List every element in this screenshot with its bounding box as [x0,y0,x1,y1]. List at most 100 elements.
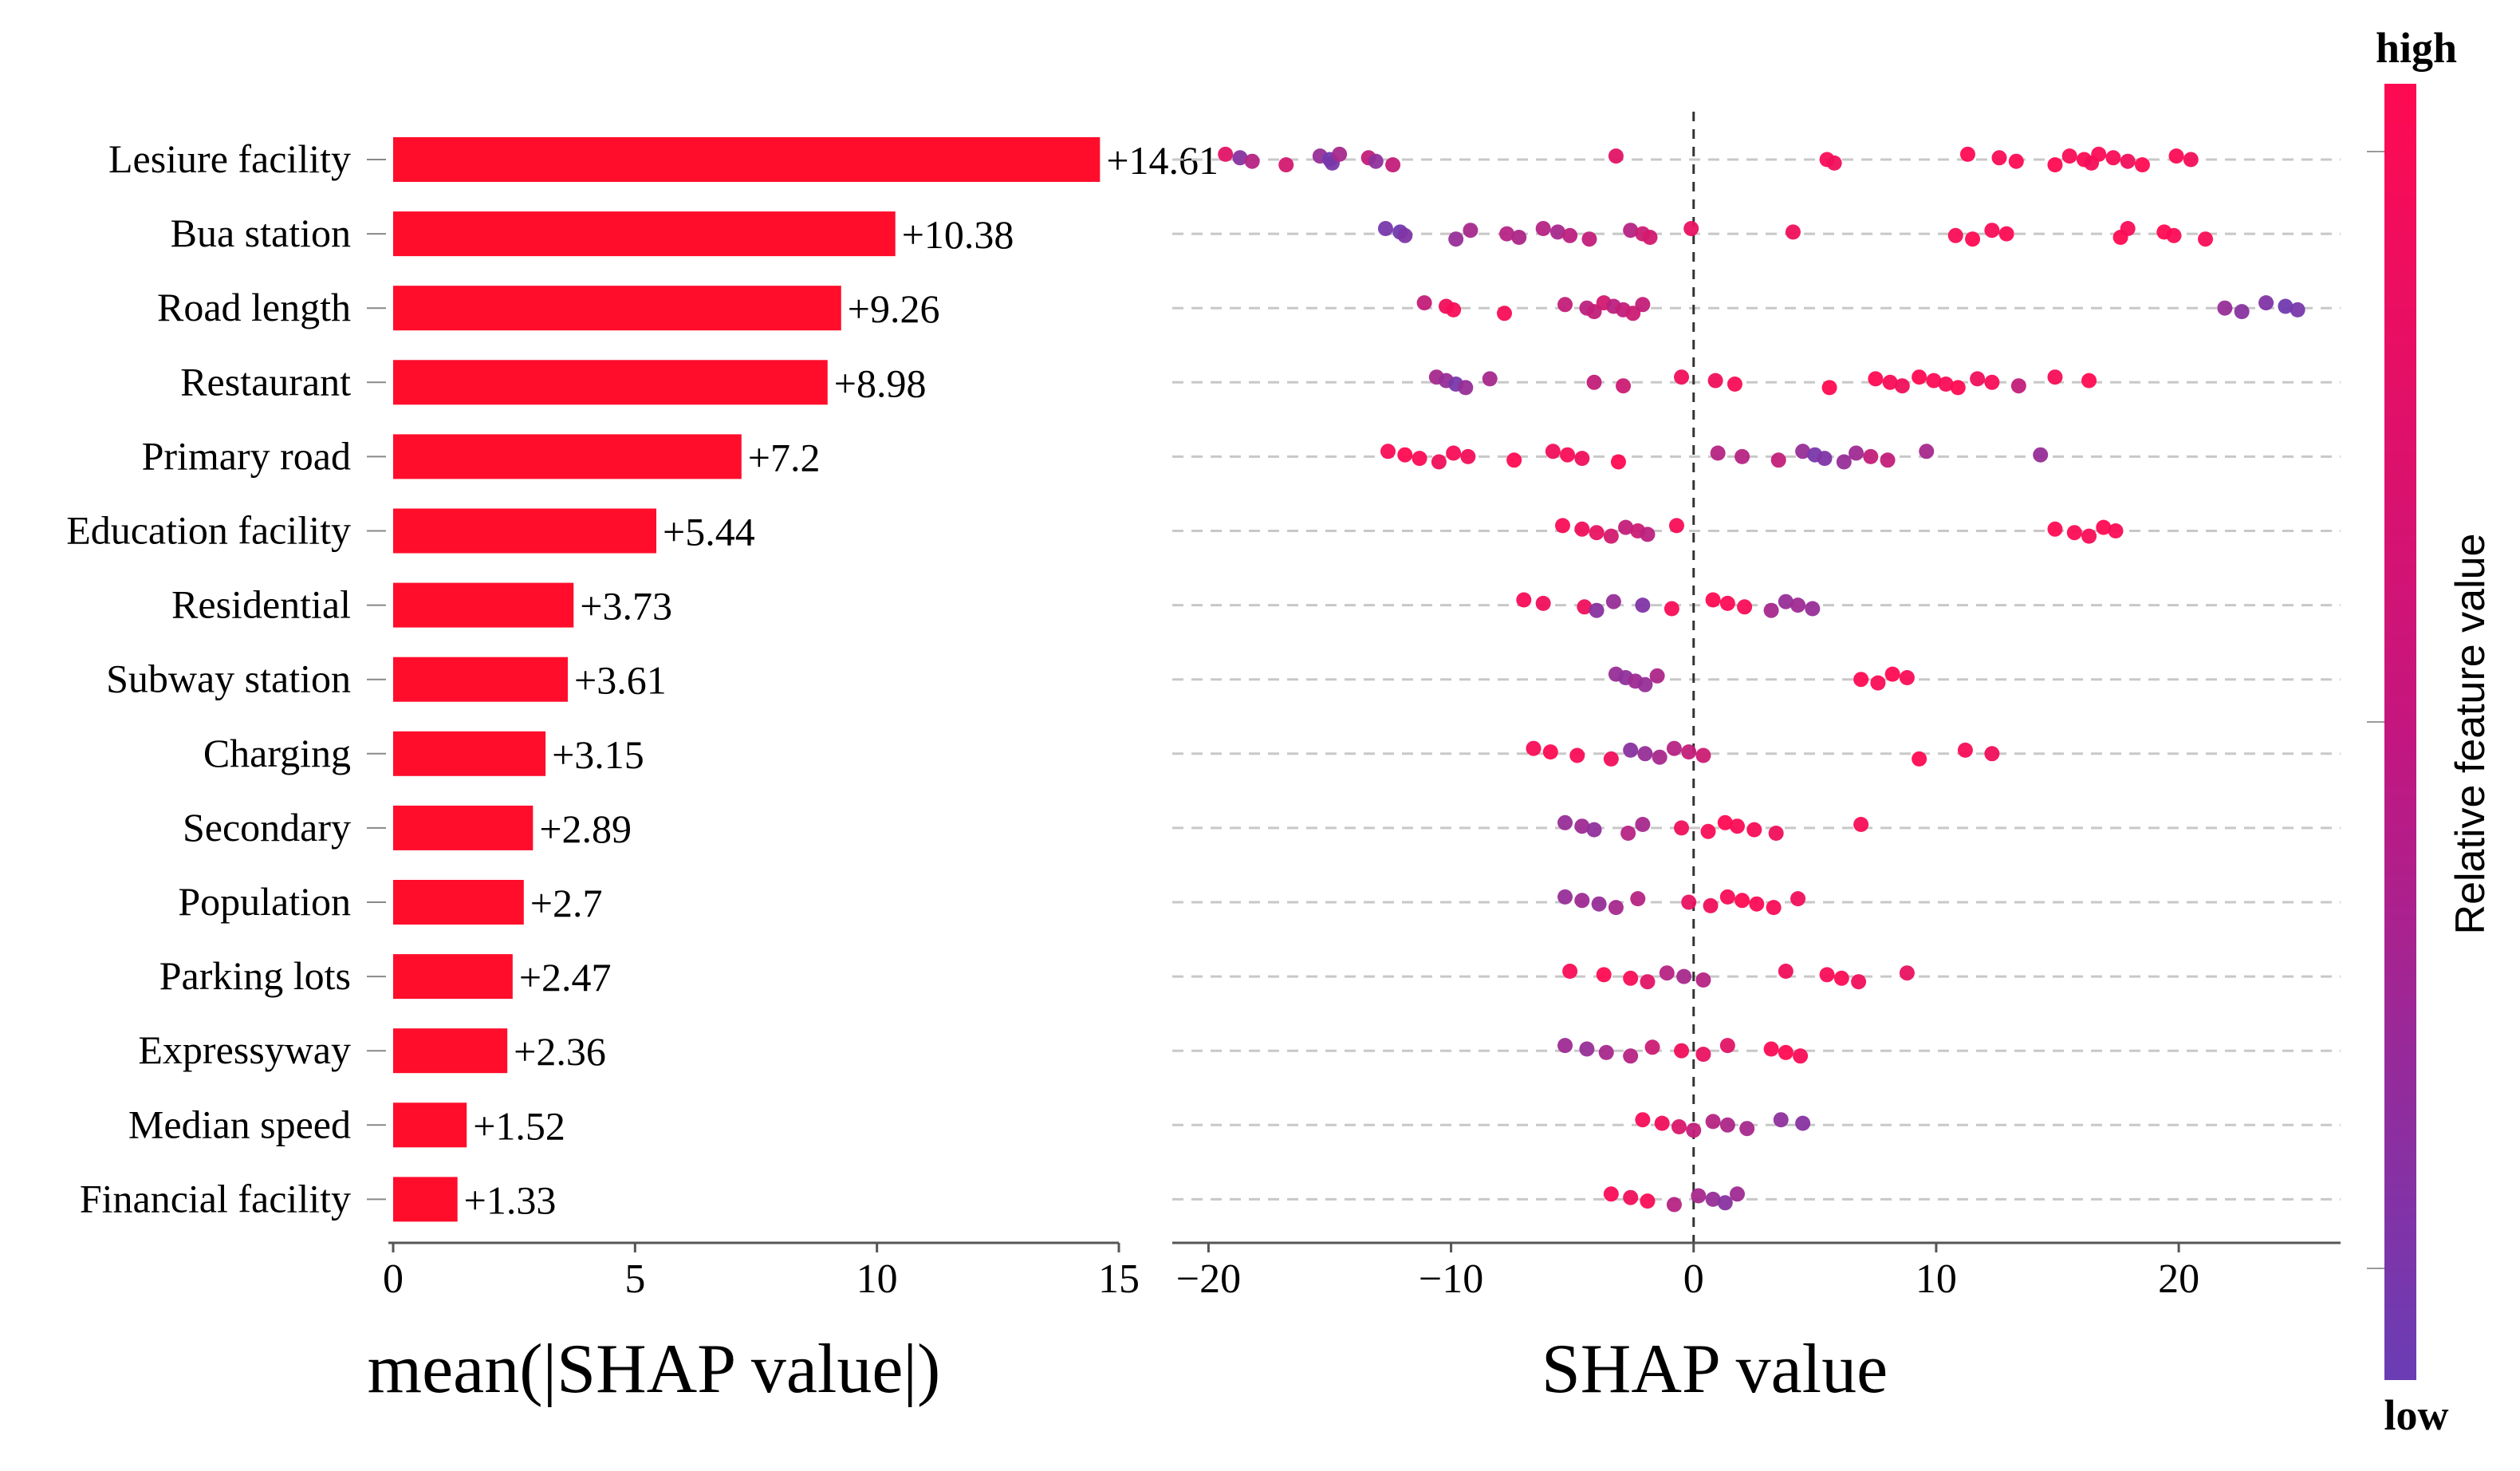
x-tick-label: 0 [1683,1256,1704,1302]
shap-point [1581,231,1597,247]
shap-point [1959,146,1975,162]
bar-value-label: +1.52 [473,1103,565,1148]
shap-point [1397,447,1413,463]
shap-point [1620,826,1636,841]
bar-value-label: +8.98 [834,361,927,405]
shap-point [1562,227,1578,243]
shap-point [1749,896,1765,912]
shap-point [2134,157,2150,173]
shap-point [1397,227,1413,243]
shap-point [1676,968,1692,984]
shap-point [1659,965,1675,981]
shap-point [1957,742,1973,758]
shap-point [1623,970,1639,986]
bar [393,137,1101,182]
bar [393,286,841,331]
feature-label: Lesiure facility [108,136,351,181]
shap-point [1579,1041,1595,1057]
shap-point [1683,221,1699,236]
x-tick-label: 5 [624,1256,645,1302]
shap-point [1562,964,1578,979]
x-axis-title: mean(|SHAP value|) [368,1331,941,1408]
shap-point [1965,231,1981,247]
shap-point [2217,300,2233,316]
feature-label: Population [178,879,351,924]
shap-point [1605,594,1621,609]
bar [393,954,513,1000]
shap-point [1640,1193,1656,1209]
shap-point [1482,371,1498,387]
shap-point [1608,900,1624,916]
bar [393,508,657,554]
bar-value-label: +2.89 [539,806,632,851]
shap-point [1763,602,1779,618]
feature-label: Road length [157,285,351,329]
shap-point [1616,378,1632,394]
shap-point [1589,525,1605,541]
shap-point [1618,519,1634,535]
feature-label: Median speed [128,1102,351,1146]
shap-point [1984,374,2000,390]
shap-point [1853,817,1869,832]
shap-point [1591,896,1607,912]
shap-point [1557,889,1573,905]
feature-label: Primary road [142,433,351,478]
shap-point [1574,521,1590,537]
shap-point [1681,744,1697,760]
shap-point [1770,452,1786,468]
shap-point [1984,223,2000,239]
shap-point [1416,295,1432,311]
shap-point [2198,231,2214,247]
colorbar-low-label: low [2384,1391,2449,1439]
shap-point [1557,1038,1573,1054]
shap-point [1577,599,1593,615]
shap-point [1674,369,1690,385]
shap-point [1695,747,1711,763]
shap-point [1727,377,1742,392]
shap-point [1497,306,1512,321]
shap-point [2108,523,2124,538]
shap-point [1730,818,1745,834]
shap-point [1666,1197,1682,1213]
shap-point [1506,452,1522,468]
shap-point [1691,1188,1707,1204]
shap-point [1630,891,1646,907]
shap-point [1278,157,1294,173]
shap-point [1446,302,1462,317]
colorbar-title: Relative feature value [2447,534,2494,935]
shap-point [1603,1186,1619,1202]
shap-point [1610,454,1626,470]
shap-point [1719,595,1735,611]
shap-point [1836,454,1852,470]
shap-point [1623,1048,1639,1064]
shap-point [1608,148,1624,164]
shap-point [2278,298,2294,314]
shap-point [1793,1048,1809,1064]
shap-point [1826,155,1842,171]
shap-point [2096,519,2112,535]
shap-point [1635,817,1651,832]
feature-label: Subway station [106,657,351,701]
bar [393,880,524,925]
shap-point [1719,1038,1735,1054]
shap-point [1535,221,1551,236]
x-tick-label: 10 [1916,1256,1957,1302]
shap-point [1377,221,1393,236]
shap-point [1569,747,1585,763]
colorbar-gradient [2384,84,2416,1380]
shap-point [1637,676,1653,692]
shap-point [2066,525,2082,541]
shap-point [1737,599,1753,615]
shap-point [1332,146,1348,162]
shap-point [2183,152,2199,168]
shap-point [1984,746,2000,762]
shap-point [1499,226,1515,242]
shap-point [1603,528,1619,544]
shap-point [2081,373,2097,388]
x-tick-label: −10 [1419,1256,1483,1302]
shap-point [1884,666,1900,682]
shap-point [1516,592,1532,608]
shap-point [1557,297,1573,313]
shap-point [1412,451,1427,467]
